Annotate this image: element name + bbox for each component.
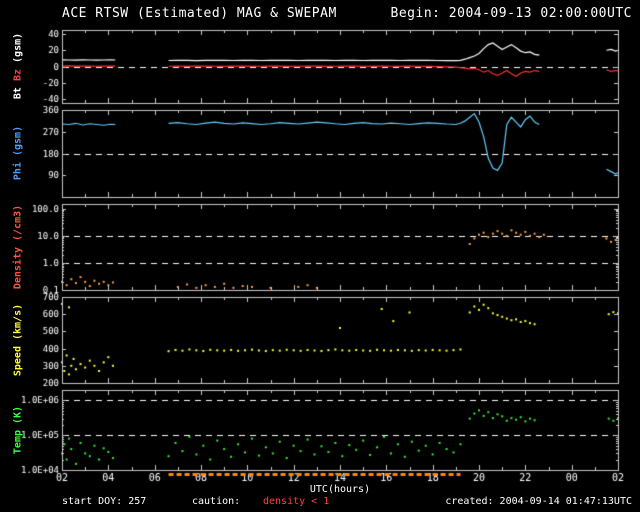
created-timestamp: created: 2004-09-14 01:47:13UTC: [445, 496, 632, 507]
page-title: ACE RTSW (Estimated) MAG & SWEPAM: [62, 6, 337, 21]
caution-value: density < 1: [263, 496, 330, 507]
bt-bz-unit-label: (gsm): [12, 32, 24, 63]
caution-label: caution:: [192, 496, 241, 507]
y-axis-label-speed: Speed (km/s): [12, 303, 24, 377]
start-doy-label: start DOY: 257: [62, 496, 147, 507]
bz-label: Bz: [12, 69, 24, 82]
x-axis-label: UTC(hours): [309, 484, 371, 495]
bt-label: Bt: [12, 87, 24, 100]
y-axis-label-temp: Temp (K): [12, 405, 24, 455]
y-axis-label-density: Density (/cm3): [12, 204, 24, 290]
y-axis-label-phi: Phi (gsm): [12, 125, 24, 181]
y-axis-label-bt-bz: Bt Bz (gsm): [13, 33, 24, 99]
begin-timestamp: Begin: 2004-09-13 02:00:00UTC: [390, 6, 632, 21]
